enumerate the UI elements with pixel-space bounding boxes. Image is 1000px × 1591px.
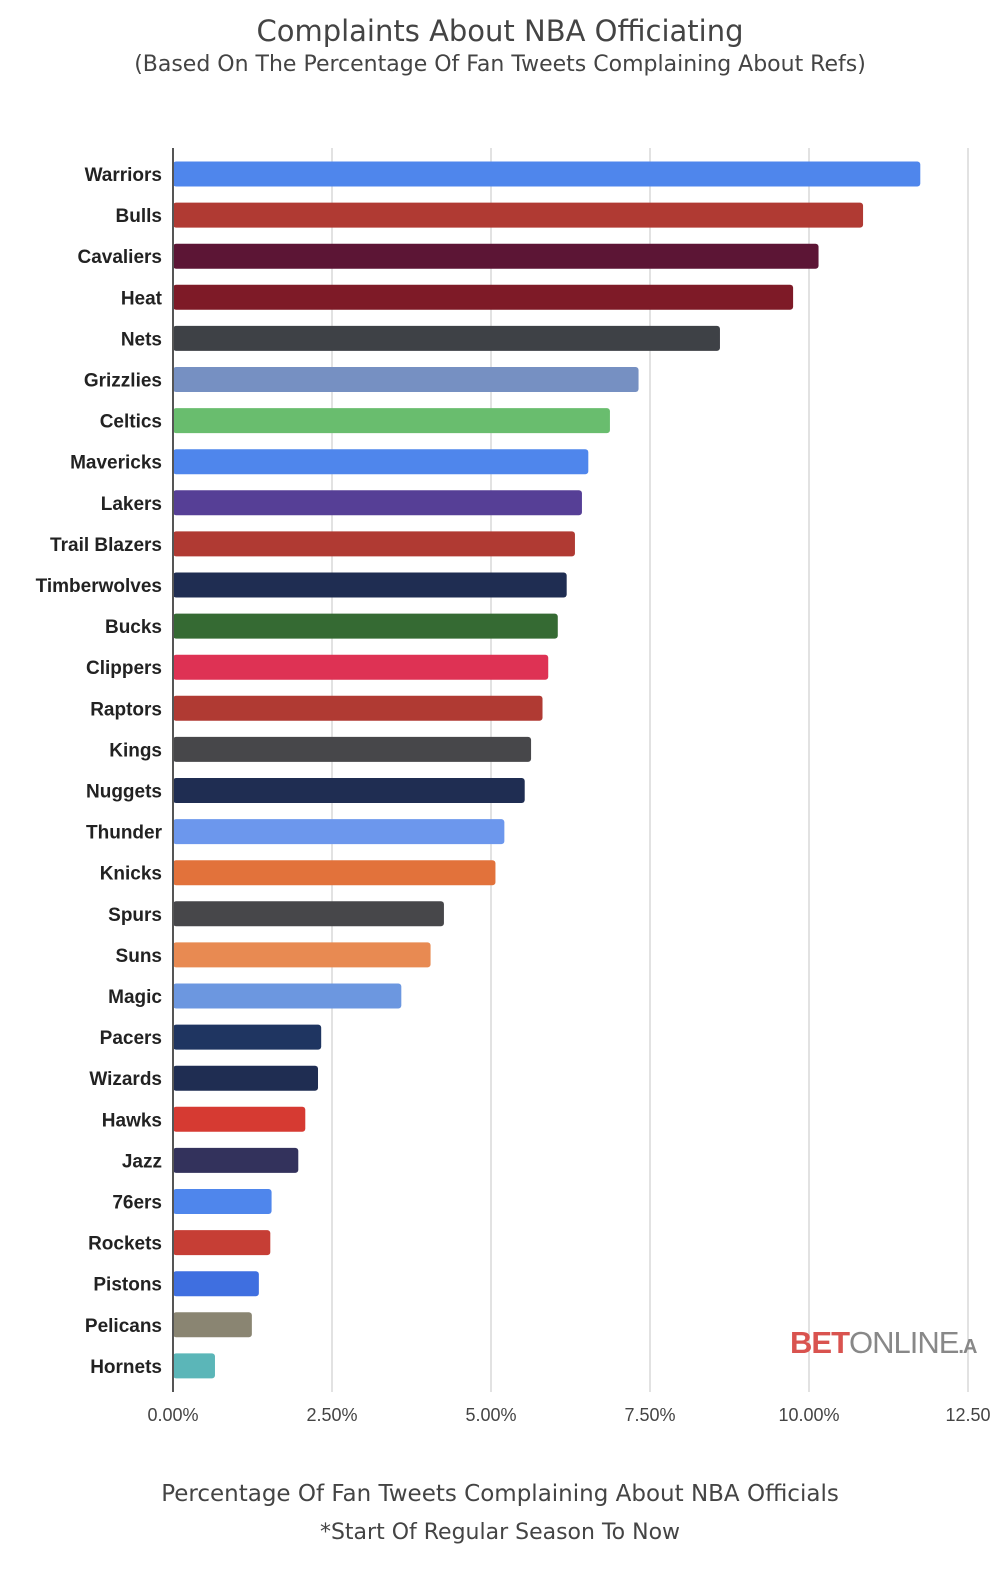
category-label: Bulls xyxy=(116,206,162,227)
x-tick-label: 2.50% xyxy=(306,1405,357,1425)
bar-heat xyxy=(173,284,794,310)
logo-part-online: ONLINE xyxy=(849,1325,959,1360)
bars xyxy=(173,161,921,1379)
bar-spurs xyxy=(173,901,444,927)
category-label: 76ers xyxy=(112,1193,162,1214)
bar-wizards xyxy=(173,1065,319,1091)
bar-timberwolves xyxy=(173,572,567,598)
bar-pistons xyxy=(173,1271,259,1297)
bar-lakers xyxy=(173,490,582,516)
category-label: Warriors xyxy=(85,165,162,186)
chart-title: Complaints About NBA Officiating xyxy=(256,14,744,48)
bar-76ers xyxy=(173,1189,272,1214)
category-label: Pelicans xyxy=(85,1316,162,1337)
category-label: Celtics xyxy=(100,412,162,433)
bar-bucks xyxy=(173,613,558,639)
x-tick-label: 10.00% xyxy=(778,1405,839,1425)
category-labels: Warriors Bulls Cavaliers Heat Nets Grizzlies C… xyxy=(36,165,163,1378)
category-label: Wizards xyxy=(89,1069,162,1090)
bar-kings xyxy=(173,736,532,762)
x-tick-label: 7.50% xyxy=(624,1405,675,1425)
category-label: Trail Blazers xyxy=(50,535,162,556)
bar-cavaliers xyxy=(173,243,819,269)
category-label: Clippers xyxy=(86,658,162,679)
bar-bulls xyxy=(173,202,864,228)
bar-hawks xyxy=(173,1106,306,1132)
bar-clippers xyxy=(173,654,549,680)
betonline-logo: BETONLINE.A xyxy=(790,1325,977,1361)
bar-knicks xyxy=(173,860,496,886)
logo-part-suffix: .A xyxy=(958,1336,977,1358)
bar-celtics xyxy=(173,408,610,434)
footnote: *Start Of Regular Season To Now xyxy=(319,1520,681,1545)
category-label: Jazz xyxy=(122,1151,162,1172)
category-label: Hawks xyxy=(102,1110,162,1131)
chart-subtitle: (Based On The Percentage Of Fan Tweets C… xyxy=(134,52,866,77)
bar-mavericks xyxy=(173,449,589,475)
bar-jazz xyxy=(173,1147,299,1173)
bar-hornets xyxy=(173,1353,215,1379)
logo-part-bet: BET xyxy=(790,1325,850,1360)
bar-nuggets xyxy=(173,778,525,803)
category-label: Timberwolves xyxy=(36,576,162,597)
bar-magic xyxy=(173,983,402,1009)
bar-thunder xyxy=(173,819,505,845)
bar-warriors xyxy=(173,161,921,187)
category-label: Pistons xyxy=(93,1275,162,1296)
category-label: Raptors xyxy=(90,699,162,720)
bar-trail-blazers xyxy=(173,531,575,557)
category-label: Lakers xyxy=(101,494,162,515)
gridlines xyxy=(331,148,969,1392)
x-tick-label: 12.50 xyxy=(945,1405,990,1425)
category-label: Cavaliers xyxy=(77,247,162,268)
bar-pelicans xyxy=(173,1312,252,1338)
category-label: Magic xyxy=(108,987,162,1008)
bar-suns xyxy=(173,942,431,968)
category-label: Mavericks xyxy=(70,453,162,474)
category-label: Thunder xyxy=(86,823,163,844)
bar-rockets xyxy=(173,1230,271,1256)
x-tick-label: 0.00% xyxy=(147,1405,198,1425)
category-label: Pacers xyxy=(100,1028,162,1049)
bar-nets xyxy=(173,325,720,351)
bar-grizzlies xyxy=(173,367,639,392)
bar-pacers xyxy=(173,1024,322,1050)
category-label: Bucks xyxy=(105,617,162,638)
category-label: Knicks xyxy=(100,864,162,885)
category-label: Kings xyxy=(109,740,162,761)
category-label: Hornets xyxy=(90,1357,162,1378)
x-tick-labels: 0.00% 2.50% 5.00% 7.50% 10.00% 12.50 xyxy=(147,1405,990,1425)
category-label: Nets xyxy=(121,329,162,350)
x-axis-label: Percentage Of Fan Tweets Complaining Abo… xyxy=(161,1481,839,1507)
category-label: Spurs xyxy=(108,905,162,926)
category-label: Heat xyxy=(121,288,163,309)
category-label: Rockets xyxy=(88,1234,162,1255)
category-label: Grizzlies xyxy=(84,371,162,392)
category-label: Suns xyxy=(116,946,162,967)
x-tick-label: 5.00% xyxy=(465,1405,516,1425)
bar-raptors xyxy=(173,695,543,721)
category-label: Nuggets xyxy=(86,782,162,803)
